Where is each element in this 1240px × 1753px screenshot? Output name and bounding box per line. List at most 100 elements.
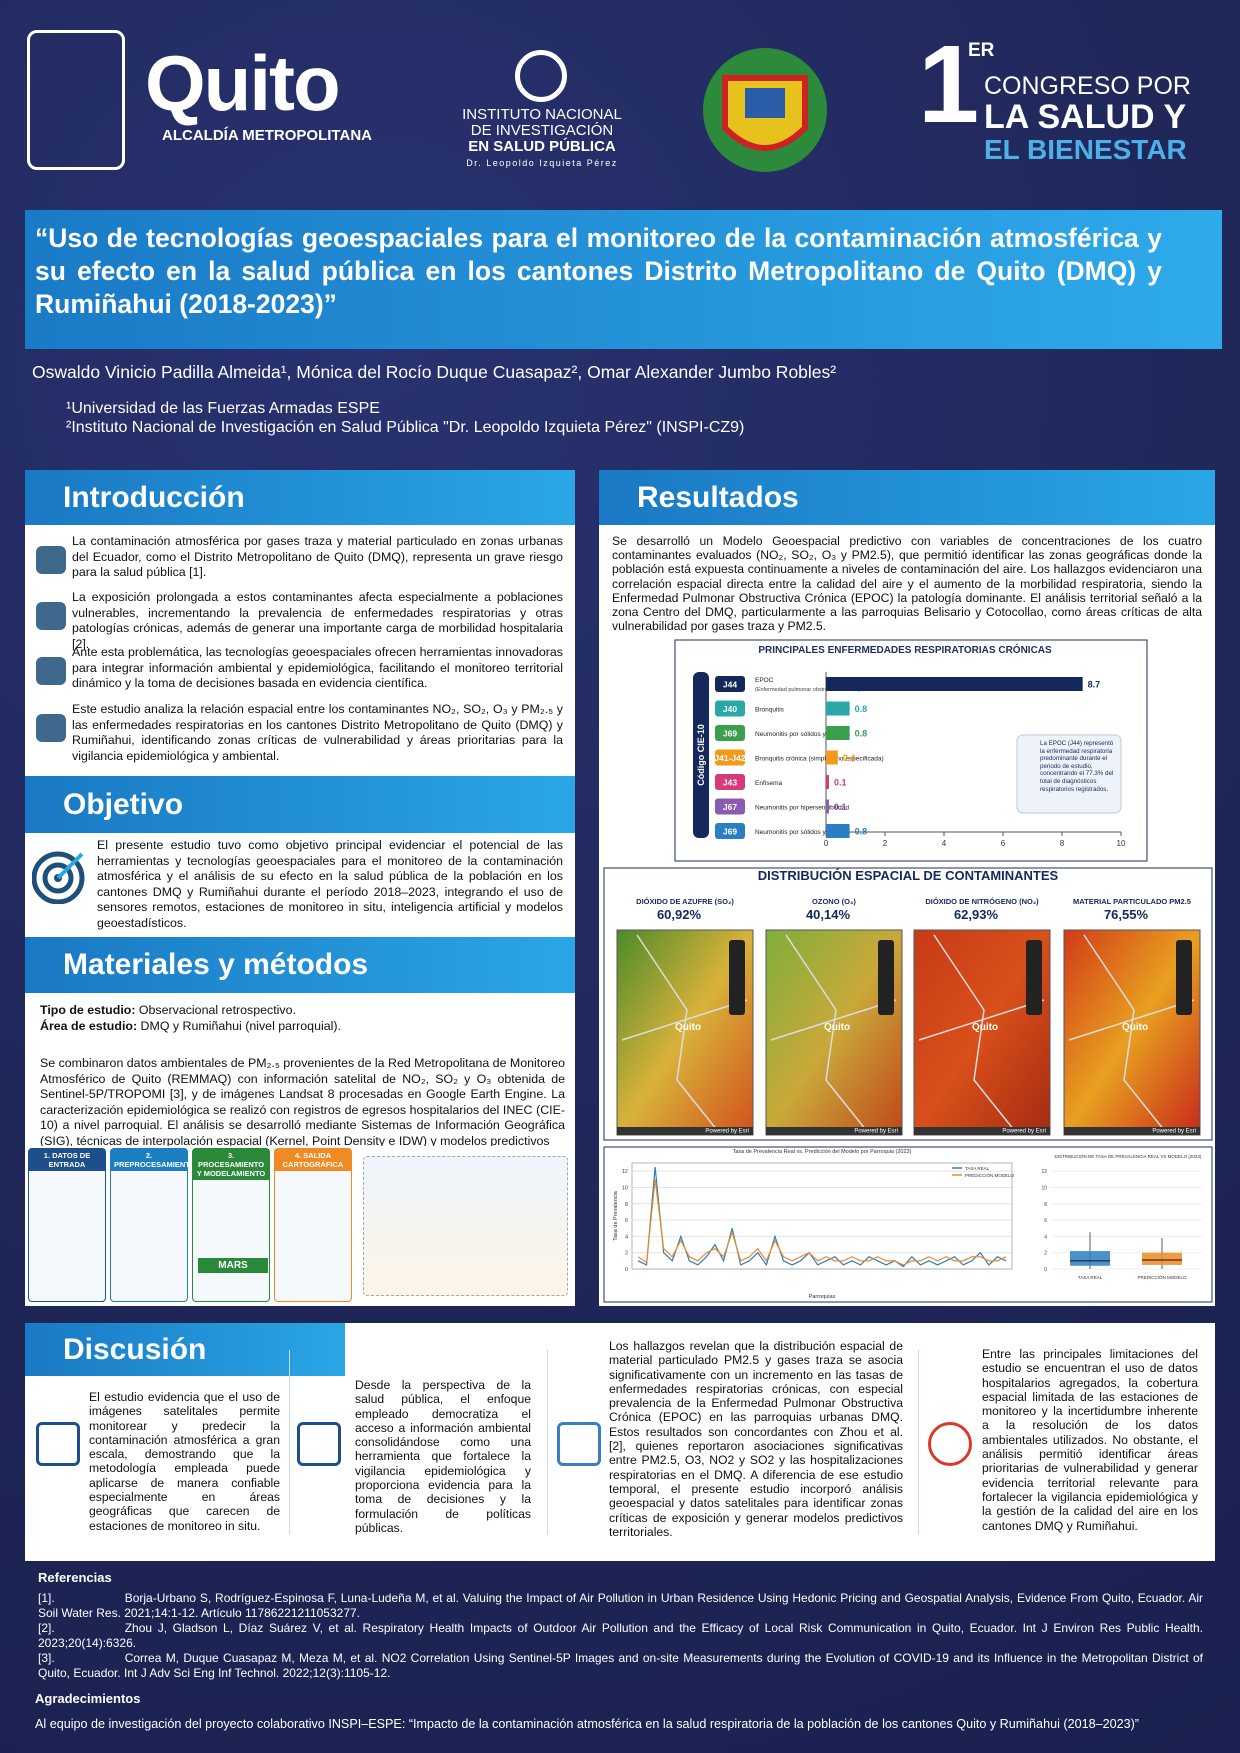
maps-title: DISTRIBUCIÓN ESPACIAL DE CONTAMINANTES [758,868,1059,883]
category-code: J69 [723,729,737,739]
trend-frame [603,1146,1213,1303]
label: Tipo de estudio: [40,1003,136,1017]
x-tick-label: TASA REAL [1078,1275,1103,1280]
y-axis-label: Tasa de Prevalencia [613,1190,619,1240]
category-code: J43 [723,778,737,788]
chart-title: PRINCIPALES ENFERMEDADES RESPIRATORIAS C… [758,643,1052,656]
map-footer [1064,1127,1200,1135]
inspi-logo: INSTITUTO NACIONAL DE INVESTIGACIÓN EN S… [450,107,634,171]
category-description: Bronquitis crónica (simple y no especifi… [755,756,884,763]
x-tick-label: 10 [1117,839,1126,848]
value-label: 0.8 [855,729,868,739]
map-name: OZONO (O₃) [812,897,856,906]
reference-number: [2]. [38,1621,55,1635]
map-credit: Powered by Esri [854,1129,898,1135]
y-tick-label: 2 [625,1251,628,1257]
bar [826,701,850,716]
code-badge [715,798,745,815]
y-axis-label: Código CIE-10 [696,724,706,786]
box [1142,1252,1182,1265]
x-tick-label: 2 [883,839,888,848]
category-description: Neumonitis por hipersensibilidad [755,805,849,812]
map-toolbar [1026,940,1042,1015]
y-tick-label: 0 [1044,1267,1047,1273]
authors: Oswaldo Vinicio Padilla Almeida¹, Mónica… [32,362,837,382]
methods-text: Se combinaron datos ambientales de PM₂.₅… [40,1056,565,1146]
map-toolbar [878,940,894,1015]
inspi-line: EN SALUD PÚBLICA [468,138,616,155]
ecuador-shield [703,48,827,172]
objetivo-text: El presente estudio tuvo como objetivo p… [97,838,563,930]
reference-number: [3]. [38,1651,55,1665]
category-description: Bronquitis [755,707,785,714]
category-code: J69 [723,827,737,837]
map-roads [918,934,1045,1131]
inspi-line: DE INVESTIGACIÓN [470,122,614,139]
map-roads [621,934,748,1131]
map-percent: 62,93% [954,907,999,922]
legend-label: TASA REAL [965,1166,990,1171]
map-credit: Powered by Esri [1152,1129,1196,1135]
value: DMQ y Rumiñahui (nivel parroquial). [140,1018,341,1033]
results-text: Se desarrolló un Modelo Geoespacial pred… [612,534,1202,634]
title: “Uso de tecnologías geoespaciales para e… [25,210,1222,349]
reference-number: [1]. [38,1591,55,1605]
map-toolbar [1176,940,1192,1015]
discussion-text: Entre las principales limitaciones del e… [982,1347,1198,1533]
shield-inner [745,88,785,118]
reference-text: Correa M, Duque Cuasapaz M, Meza M, et a… [38,1651,1203,1680]
value: Observacional retrospectivo. [138,1003,296,1017]
value-label: 0.1 [834,802,847,812]
ack-text: Al equipo de investigación del proyecto … [35,1717,1139,1731]
trend-title: Tasa de Prevalencia Real vs. Predicción … [733,1149,912,1155]
discussion-text: Desde la perspectiva de la salud pública… [355,1378,531,1535]
y-tick-label: 12 [622,1169,628,1175]
alcaldia: ALCALDÍA METROPOLITANA [162,127,372,144]
quito-shield [27,30,125,170]
category-code: J40 [723,704,737,714]
discussion-text: Los hallazgos revelan que la distribució… [609,1339,903,1539]
intro-paragraph: Este estudio analiza la relación espacia… [72,702,563,763]
code-badge [715,725,745,741]
map-credit: Powered by Esri [1002,1129,1046,1135]
code-badge [715,749,745,766]
x-tick-label: 4 [942,839,947,848]
map-footer [766,1127,902,1135]
section-heading: Objetivo [25,776,575,833]
intro-paragraph: La contaminación atmosférica por gases t… [72,534,563,580]
map-roads [1068,934,1195,1131]
inspi-icon [515,50,567,102]
bar [826,824,850,838]
x-tick-label: 0 [824,839,829,848]
category-code: J41-J42 [714,753,745,763]
section-heading: Resultados [599,470,1215,525]
category-subdescription: (Enfermedad pulmonar obstructiva crónica… [755,687,861,693]
workflow-step: 3. PROCESAMIENTO Y MODELAMIENTO [192,1148,270,1302]
discussion-icon [297,1422,341,1466]
intro-paragraph: La exposición prolongada a estos contami… [72,590,563,651]
y-tick-label: 12 [1041,1169,1047,1175]
affiliation: ²Instituto Nacional de Investigación en … [66,419,745,436]
inspi-line: INSTITUTO NACIONAL [462,106,622,123]
congreso-line: CONGRESO POR [984,72,1191,100]
references-heading: Referencias [38,1570,112,1585]
category-description: EPOC [755,677,774,684]
discussion-icon [928,1422,972,1466]
reference: [2]. Zhou J, Gladson L, Díaz Suárez V, et… [38,1621,1203,1651]
bar [826,799,829,814]
discussion-text: El estudio evidencia que el uso de imáge… [89,1390,280,1533]
workflow-step: 4. SALIDA CARTOGRÁFICA [274,1148,352,1302]
discussion-icon [557,1422,601,1466]
map-footer [617,1127,753,1135]
category-description: Neumonitis por sólidos y líquidos [755,829,851,836]
bar [826,726,850,740]
divider [289,1350,290,1535]
y-tick-label: 2 [1044,1251,1047,1257]
y-tick-label: 6 [1044,1218,1047,1224]
map-roads [770,934,897,1131]
intro-icon [36,546,66,574]
axis-band [693,672,709,838]
value-label: 0.1 [834,778,847,788]
